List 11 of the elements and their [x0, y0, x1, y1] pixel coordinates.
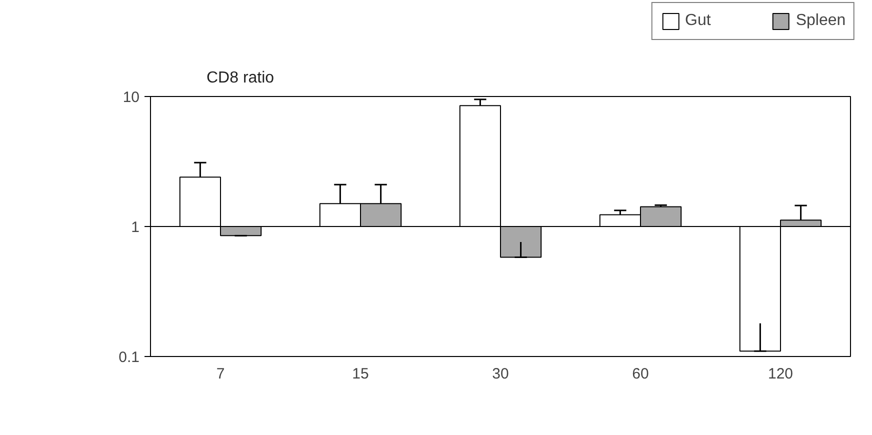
y-tick-label: 1 — [131, 219, 140, 236]
x-tick-label: 30 — [492, 366, 509, 382]
legend-label: Gut — [685, 12, 711, 30]
legend-label: Spleen — [796, 12, 846, 30]
x-tick-label: 60 — [632, 366, 649, 382]
y-tick-label: 0.1 — [118, 349, 140, 366]
y-tick-label: 10 — [122, 89, 140, 106]
x-tick-label: 7 — [216, 366, 225, 382]
x-tick-label: 120 — [768, 366, 794, 382]
y-axis-title: CD8 ratio — [206, 70, 274, 87]
x-tick-label: 15 — [352, 366, 369, 382]
